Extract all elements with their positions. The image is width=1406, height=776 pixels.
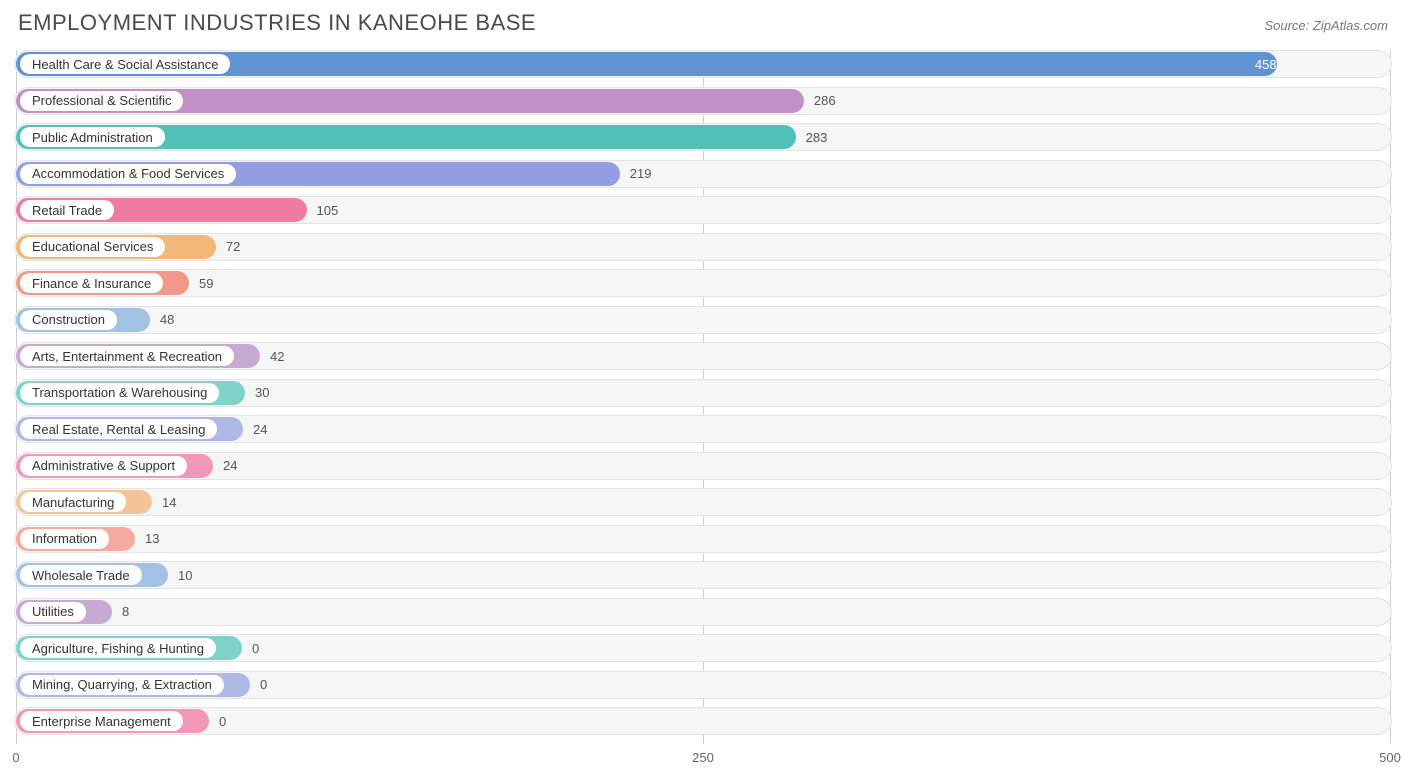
bar-value-label: 0 xyxy=(242,634,259,662)
bar-row: Agriculture, Fishing & Hunting 0 xyxy=(14,634,1392,662)
x-tick-label: 500 xyxy=(1379,750,1401,765)
bar-value-label: 30 xyxy=(245,379,269,407)
bar-row: Information 13 xyxy=(14,525,1392,553)
bar-value-label: 283 xyxy=(796,123,828,151)
chart-plot-area: Health Care & Social Assistance458 Profes… xyxy=(14,50,1392,744)
bar-value-label: 72 xyxy=(216,233,240,261)
chart-container: EMPLOYMENT INDUSTRIES IN KANEOHE BASE So… xyxy=(0,0,1406,776)
bar-category-label: Real Estate, Rental & Leasing xyxy=(20,419,217,439)
bar-category-label: Mining, Quarrying, & Extraction xyxy=(20,675,224,695)
bar-row: Mining, Quarrying, & Extraction 0 xyxy=(14,671,1392,699)
bar-row: Public Administration 283 xyxy=(14,123,1392,151)
bar-row: Finance & Insurance 59 xyxy=(14,269,1392,297)
chart-title: EMPLOYMENT INDUSTRIES IN KANEOHE BASE xyxy=(18,10,536,36)
bar-row: Transportation & Warehousing 30 xyxy=(14,379,1392,407)
bar-category-label: Wholesale Trade xyxy=(20,565,142,585)
bar-value-label: 14 xyxy=(152,488,176,516)
bar-value-label: 59 xyxy=(189,269,213,297)
bar-value-label: 458 xyxy=(16,50,1277,78)
bar-category-label: Enterprise Management xyxy=(20,711,183,731)
bar-row: Wholesale Trade 10 xyxy=(14,561,1392,589)
bar-value-label: 105 xyxy=(307,196,339,224)
bar-value-label: 42 xyxy=(260,342,284,370)
bar-track xyxy=(14,525,1392,553)
bar-category-label: Educational Services xyxy=(20,237,165,257)
bar-value-label: 286 xyxy=(804,87,836,115)
bar-track xyxy=(14,306,1392,334)
bar-row: Real Estate, Rental & Leasing 24 xyxy=(14,415,1392,443)
bar-category-label: Utilities xyxy=(20,602,86,622)
source-prefix: Source: xyxy=(1264,18,1312,33)
bar-track xyxy=(14,598,1392,626)
bar-row: Professional & Scientific 286 xyxy=(14,87,1392,115)
bar-category-label: Agriculture, Fishing & Hunting xyxy=(20,638,216,658)
bar-category-label: Public Administration xyxy=(20,127,165,147)
bar-row: Enterprise Management 0 xyxy=(14,707,1392,735)
x-axis: 0250500 xyxy=(14,748,1392,772)
bar-track xyxy=(14,561,1392,589)
bar-value-label: 219 xyxy=(620,160,652,188)
bar-category-label: Finance & Insurance xyxy=(20,273,163,293)
bar-track xyxy=(14,269,1392,297)
bar-value-label: 0 xyxy=(209,707,226,735)
bar-category-label: Arts, Entertainment & Recreation xyxy=(20,346,234,366)
bar-value-label: 48 xyxy=(150,306,174,334)
bar-row: Construction 48 xyxy=(14,306,1392,334)
bar-category-label: Manufacturing xyxy=(20,492,126,512)
bar-value-label: 24 xyxy=(213,452,237,480)
bar-category-label: Construction xyxy=(20,310,117,330)
bar-value-label: 0 xyxy=(250,671,267,699)
bar-category-label: Transportation & Warehousing xyxy=(20,383,219,403)
bar-category-label: Administrative & Support xyxy=(20,456,187,476)
source-name: ZipAtlas.com xyxy=(1313,18,1388,33)
bar-value-label: 24 xyxy=(243,415,267,443)
bar-category-label: Accommodation & Food Services xyxy=(20,164,236,184)
bar-row: Manufacturing 14 xyxy=(14,488,1392,516)
bar-category-label: Retail Trade xyxy=(20,200,114,220)
bar-value-label: 13 xyxy=(135,525,159,553)
bar-category-label: Information xyxy=(20,529,109,549)
bar-category-label: Professional & Scientific xyxy=(20,91,183,111)
bar-value-label: 10 xyxy=(168,561,192,589)
bar-row: Arts, Entertainment & Recreation 42 xyxy=(14,342,1392,370)
bar-row: Educational Services 72 xyxy=(14,233,1392,261)
x-tick-label: 250 xyxy=(692,750,714,765)
bar-row: Accommodation & Food Services 219 xyxy=(14,160,1392,188)
bar-track xyxy=(14,488,1392,516)
bar-row: Retail Trade 105 xyxy=(14,196,1392,224)
bar-row: Health Care & Social Assistance458 xyxy=(14,50,1392,78)
chart-source: Source: ZipAtlas.com xyxy=(1264,18,1388,33)
bar-value-label: 8 xyxy=(112,598,129,626)
bar-row: Administrative & Support 24 xyxy=(14,452,1392,480)
chart-header: EMPLOYMENT INDUSTRIES IN KANEOHE BASE So… xyxy=(14,10,1392,36)
bar-row: Utilities 8 xyxy=(14,598,1392,626)
x-tick-label: 0 xyxy=(12,750,19,765)
